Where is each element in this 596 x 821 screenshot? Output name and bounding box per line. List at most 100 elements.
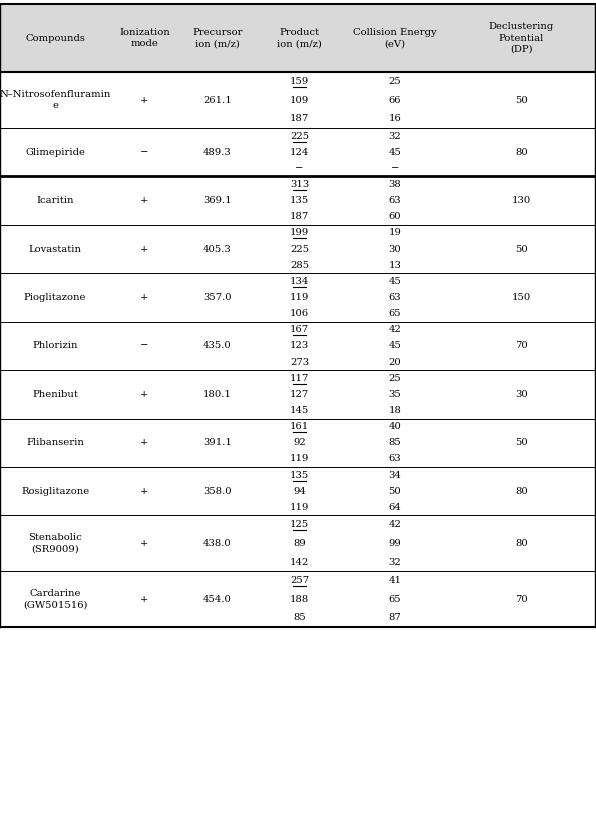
Text: 13: 13 <box>389 261 401 270</box>
Text: 135: 135 <box>290 196 309 205</box>
Text: 199: 199 <box>290 228 309 237</box>
Text: 50: 50 <box>515 438 528 447</box>
Bar <box>0 4 596 72</box>
Text: 80: 80 <box>515 487 528 496</box>
Text: 50: 50 <box>389 487 401 496</box>
Text: 65: 65 <box>389 594 401 603</box>
Text: Product
ion (m/z): Product ion (m/z) <box>277 28 322 48</box>
Text: 42: 42 <box>389 521 401 530</box>
Text: Glimepiride: Glimepiride <box>25 148 85 157</box>
Text: 40: 40 <box>389 422 401 431</box>
Text: 119: 119 <box>290 293 309 302</box>
Text: +: + <box>141 390 148 399</box>
Text: +: + <box>141 487 148 496</box>
Text: 257: 257 <box>290 576 309 585</box>
Text: 357.0: 357.0 <box>203 293 232 302</box>
Text: N–Nitrosofenfluramin
e: N–Nitrosofenfluramin e <box>0 90 111 110</box>
Text: 64: 64 <box>389 503 401 512</box>
Text: Phlorizin: Phlorizin <box>32 342 78 351</box>
Text: 18: 18 <box>389 406 401 415</box>
Text: 66: 66 <box>389 95 401 104</box>
Text: Stenabolic
(SR9009): Stenabolic (SR9009) <box>28 534 82 553</box>
Text: +: + <box>141 594 148 603</box>
Text: 45: 45 <box>389 277 401 286</box>
Text: 261.1: 261.1 <box>203 95 232 104</box>
Text: 273: 273 <box>290 358 309 367</box>
Text: 63: 63 <box>389 196 401 205</box>
Text: 117: 117 <box>290 374 309 383</box>
Text: +: + <box>141 95 148 104</box>
Text: 285: 285 <box>290 261 309 270</box>
Text: −: − <box>390 164 399 173</box>
Text: 358.0: 358.0 <box>203 487 232 496</box>
Text: 125: 125 <box>290 521 309 530</box>
Text: 150: 150 <box>512 293 531 302</box>
Text: 85: 85 <box>389 438 401 447</box>
Text: 80: 80 <box>515 148 528 157</box>
Text: 167: 167 <box>290 325 309 334</box>
Text: 42: 42 <box>389 325 401 334</box>
Text: 130: 130 <box>512 196 531 205</box>
Text: 188: 188 <box>290 594 309 603</box>
Text: 161: 161 <box>290 422 309 431</box>
Text: 435.0: 435.0 <box>203 342 232 351</box>
Text: 225: 225 <box>290 245 309 254</box>
Text: −: − <box>295 164 304 173</box>
Text: 134: 134 <box>290 277 309 286</box>
Text: 454.0: 454.0 <box>203 594 232 603</box>
Text: 70: 70 <box>515 342 528 351</box>
Text: 25: 25 <box>389 374 401 383</box>
Text: 80: 80 <box>515 539 528 548</box>
Text: +: + <box>141 438 148 447</box>
Text: 35: 35 <box>389 390 401 399</box>
Text: 106: 106 <box>290 310 309 319</box>
Text: 405.3: 405.3 <box>203 245 232 254</box>
Text: 60: 60 <box>389 213 401 222</box>
Text: 63: 63 <box>389 455 401 464</box>
Text: 63: 63 <box>389 293 401 302</box>
Text: Rosiglitazone: Rosiglitazone <box>21 487 89 496</box>
Text: 89: 89 <box>293 539 306 548</box>
Text: 87: 87 <box>389 613 401 622</box>
Text: 50: 50 <box>515 245 528 254</box>
Text: 142: 142 <box>290 557 309 566</box>
Text: 45: 45 <box>389 148 401 157</box>
Text: Lovastatin: Lovastatin <box>29 245 82 254</box>
Text: 159: 159 <box>290 77 309 86</box>
Text: 438.0: 438.0 <box>203 539 232 548</box>
Text: Compounds: Compounds <box>25 34 85 43</box>
Text: 65: 65 <box>389 310 401 319</box>
Text: 41: 41 <box>389 576 401 585</box>
Text: Cardarine
(GW501516): Cardarine (GW501516) <box>23 589 88 609</box>
Text: 30: 30 <box>515 390 528 399</box>
Text: −: − <box>140 148 149 157</box>
Text: 34: 34 <box>389 470 401 479</box>
Text: 94: 94 <box>293 487 306 496</box>
Text: +: + <box>141 245 148 254</box>
Text: 92: 92 <box>293 438 306 447</box>
Text: Phenibut: Phenibut <box>32 390 78 399</box>
Text: 99: 99 <box>389 539 401 548</box>
Text: 19: 19 <box>389 228 401 237</box>
Text: 20: 20 <box>389 358 401 367</box>
Text: 25: 25 <box>389 77 401 86</box>
Text: 127: 127 <box>290 390 309 399</box>
Text: 45: 45 <box>389 342 401 351</box>
Text: 135: 135 <box>290 470 309 479</box>
Text: 313: 313 <box>290 180 309 189</box>
Text: Icaritin: Icaritin <box>36 196 74 205</box>
Text: 85: 85 <box>293 613 306 622</box>
Text: 32: 32 <box>389 557 401 566</box>
Text: 38: 38 <box>389 180 401 189</box>
Text: Declustering
Potential
(DP): Declustering Potential (DP) <box>489 22 554 53</box>
Text: 124: 124 <box>290 148 309 157</box>
Text: 489.3: 489.3 <box>203 148 232 157</box>
Text: 369.1: 369.1 <box>203 196 232 205</box>
Text: 32: 32 <box>389 131 401 140</box>
Text: 225: 225 <box>290 131 309 140</box>
Text: 123: 123 <box>290 342 309 351</box>
Text: 50: 50 <box>515 95 528 104</box>
Text: 30: 30 <box>389 245 401 254</box>
Text: 187: 187 <box>290 213 309 222</box>
Text: +: + <box>141 196 148 205</box>
